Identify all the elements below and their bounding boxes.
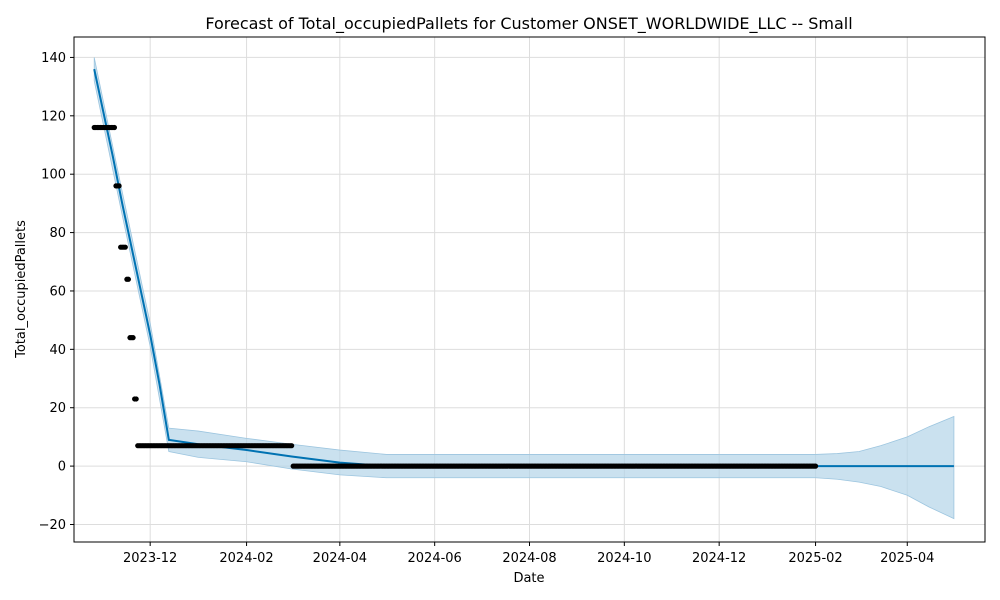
x-axis-label: Date [513, 571, 544, 586]
x-tick-label: 2024-12 [692, 551, 746, 566]
observed-point [812, 463, 819, 469]
observed-point [111, 124, 118, 131]
y-tick-label: 100 [41, 168, 66, 183]
x-tick-label: 2023-12 [123, 551, 177, 566]
x-tick-label: 2025-04 [880, 551, 934, 566]
x-tick-label: 2024-02 [219, 551, 273, 566]
observed-point [289, 443, 295, 449]
observed-point [130, 335, 136, 341]
x-tick-label: 2025-02 [788, 551, 842, 566]
x-tick-label: 2024-10 [597, 551, 651, 566]
y-tick-label: 140 [41, 51, 66, 66]
y-tick-label: 120 [41, 109, 66, 124]
observed-point [125, 276, 132, 282]
y-axis-label: Total_occupiedPallets [14, 220, 29, 359]
chart-title: Forecast of Total_occupiedPallets for Cu… [205, 14, 852, 34]
x-tick-label: 2024-04 [313, 551, 367, 566]
observed-point [116, 183, 122, 189]
forecast-line-layer [93, 68, 954, 468]
y-tick-label: 20 [49, 401, 66, 416]
axis-ticks: 2023-12 2024-02 2024-04 2024-06 2024-08 2024-… [39, 51, 935, 566]
observed-point [122, 244, 128, 250]
y-tick-label: 60 [49, 284, 66, 299]
forecast-line [93, 68, 954, 468]
y-tick-label: 40 [49, 343, 66, 358]
observed-points-layer [91, 124, 819, 469]
observed-point [133, 396, 139, 402]
x-tick-label: 2024-08 [502, 551, 556, 566]
x-tick-label: 2024-06 [408, 551, 462, 566]
y-tick-label: 80 [49, 226, 66, 241]
y-tick-label: −20 [39, 518, 66, 533]
y-tick-label: 0 [58, 460, 66, 475]
